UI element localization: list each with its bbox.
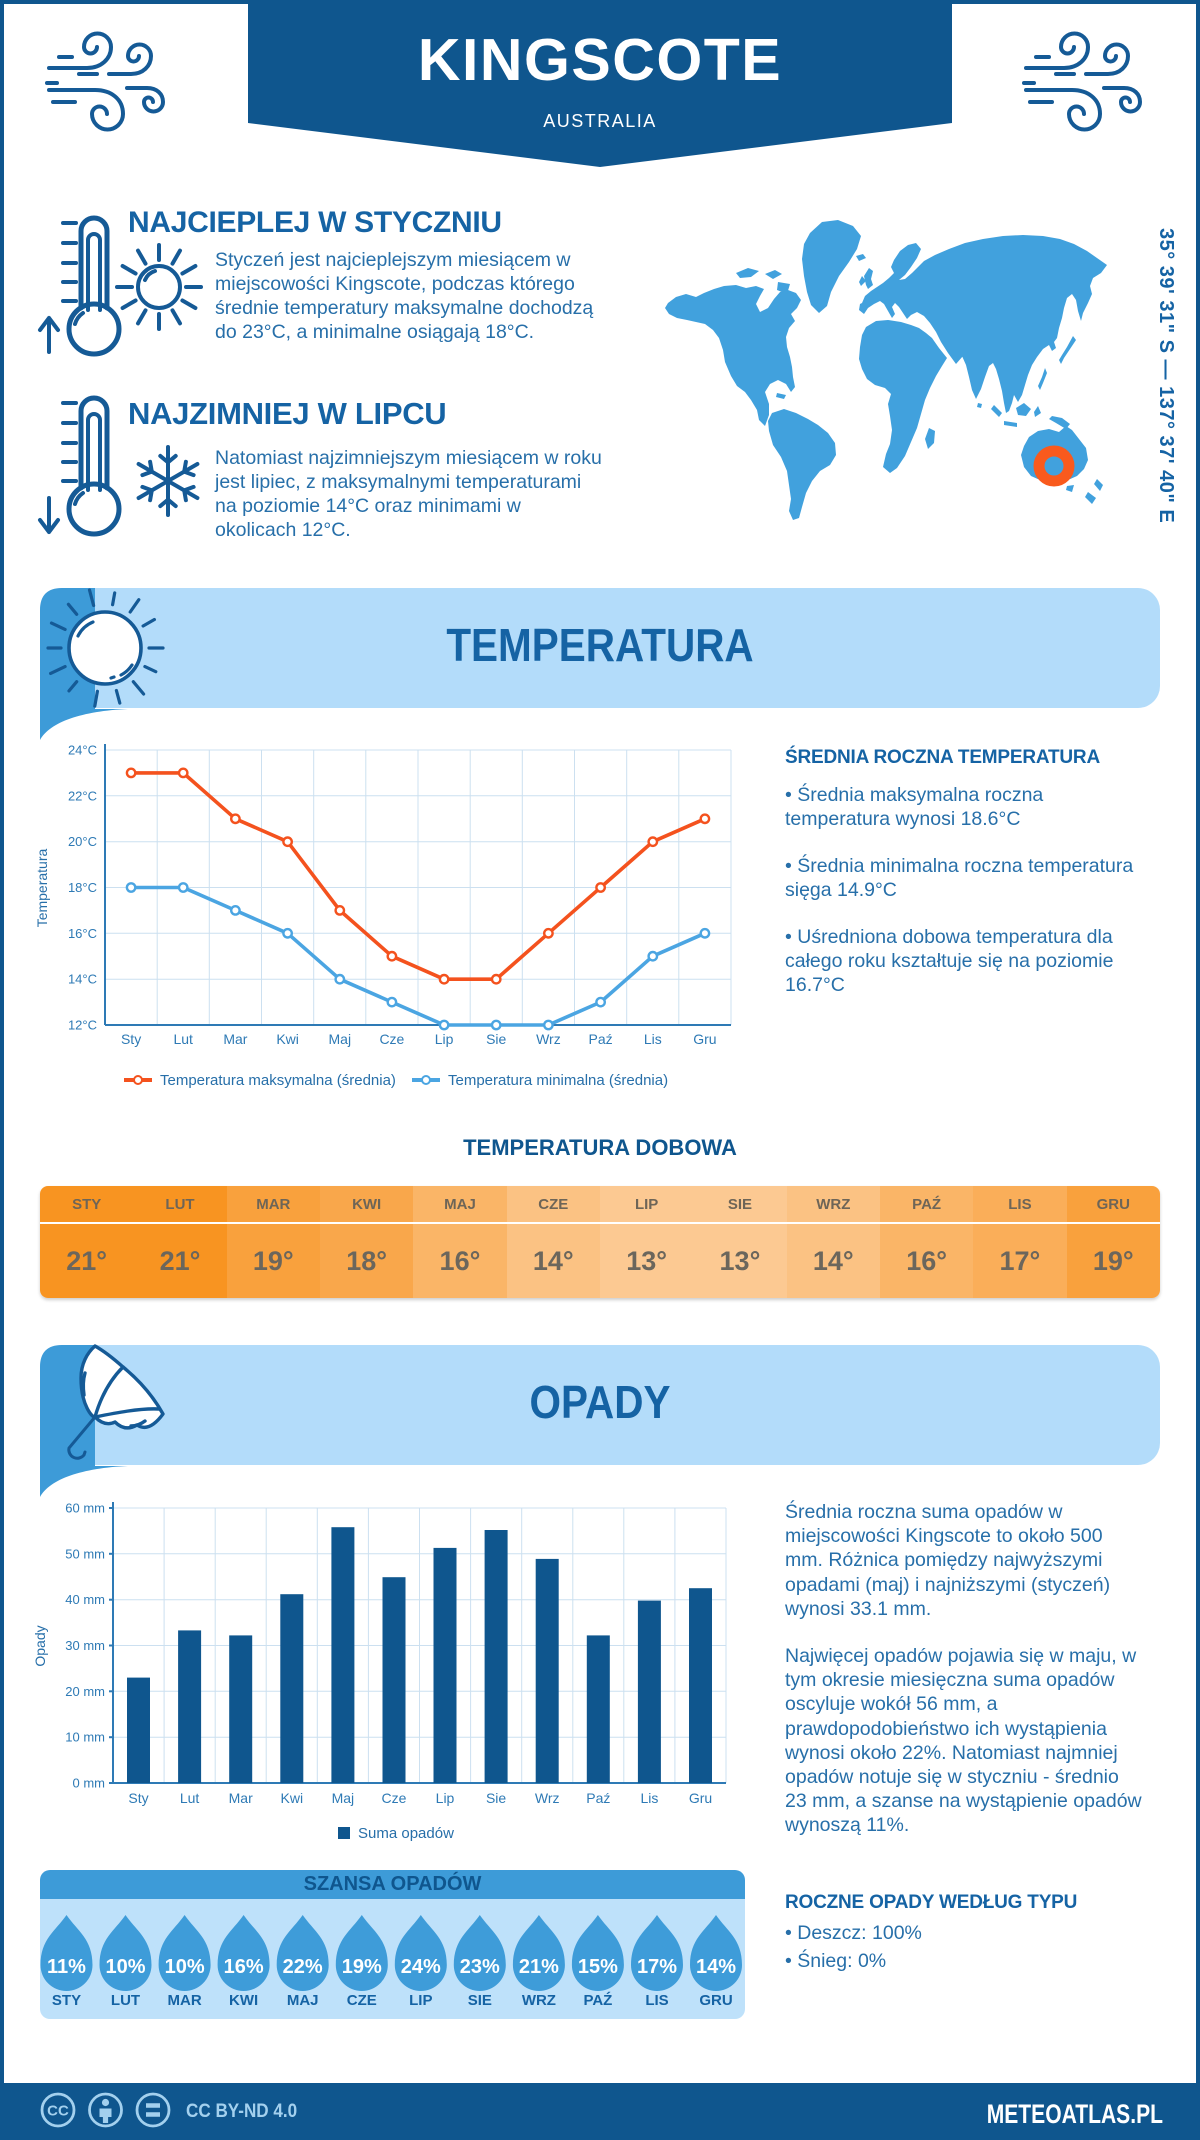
svg-text:10%: 10% [105, 1956, 145, 1978]
svg-text:WRZ: WRZ [522, 1992, 556, 2009]
svg-text:CC: CC [47, 2103, 69, 2120]
svg-text:Temperatura maksymalna (średni: Temperatura maksymalna (średnia) [160, 1072, 396, 1089]
svg-text:Paź: Paź [589, 1031, 613, 1047]
svg-text:Gru: Gru [689, 1790, 712, 1806]
svg-text:Kwi: Kwi [276, 1031, 299, 1047]
svg-text:22°C: 22°C [68, 788, 97, 803]
svg-text:22%: 22% [283, 1956, 323, 1978]
svg-text:Lis: Lis [640, 1790, 658, 1806]
svg-text:Maj: Maj [332, 1790, 355, 1806]
svg-text:Temperatura minimalna (średnia: Temperatura minimalna (średnia) [448, 1072, 668, 1089]
svg-text:0 mm: 0 mm [73, 1776, 106, 1791]
svg-text:MAJ: MAJ [287, 1992, 319, 2009]
svg-text:14%: 14% [696, 1956, 736, 1978]
svg-text:Cze: Cze [382, 1790, 407, 1806]
svg-text:Cze: Cze [379, 1031, 404, 1047]
svg-text:Lut: Lut [180, 1790, 200, 1806]
svg-text:Mar: Mar [229, 1790, 253, 1806]
svg-text:MAR: MAR [168, 1992, 202, 2009]
svg-text:30 mm: 30 mm [65, 1638, 105, 1653]
svg-text:Paź: Paź [586, 1790, 610, 1806]
svg-text:Sty: Sty [128, 1790, 148, 1806]
svg-text:23%: 23% [460, 1956, 500, 1978]
svg-text:Lut: Lut [173, 1031, 193, 1047]
svg-text:STY: STY [52, 1992, 81, 2009]
svg-text:CZE: CZE [347, 1992, 377, 2009]
svg-text:Suma opadów: Suma opadów [358, 1825, 454, 1842]
svg-text:Lip: Lip [436, 1790, 455, 1806]
svg-text:LIS: LIS [645, 1992, 668, 2009]
svg-text:17%: 17% [637, 1956, 677, 1978]
svg-text:16°C: 16°C [68, 926, 97, 941]
svg-text:16%: 16% [224, 1956, 264, 1978]
svg-text:LIP: LIP [409, 1992, 432, 2009]
svg-text:19%: 19% [342, 1956, 382, 1978]
svg-text:40 mm: 40 mm [65, 1592, 105, 1607]
svg-text:Maj: Maj [329, 1031, 352, 1047]
svg-text:11%: 11% [47, 1956, 86, 1978]
svg-text:12°C: 12°C [68, 1018, 97, 1033]
svg-text:24%: 24% [401, 1956, 441, 1978]
svg-text:14°C: 14°C [68, 972, 97, 987]
svg-text:20°C: 20°C [68, 834, 97, 849]
svg-text:KWI: KWI [229, 1992, 258, 2009]
svg-text:50 mm: 50 mm [65, 1546, 105, 1561]
svg-text:Sie: Sie [486, 1031, 506, 1047]
svg-text:Temperatura: Temperatura [34, 848, 50, 927]
svg-text:GRU: GRU [699, 1992, 732, 2009]
svg-text:10%: 10% [165, 1956, 205, 1978]
svg-text:Wrz: Wrz [536, 1031, 561, 1047]
svg-text:Mar: Mar [223, 1031, 247, 1047]
svg-text:Gru: Gru [693, 1031, 716, 1047]
svg-text:18°C: 18°C [68, 880, 97, 895]
svg-text:Opady: Opady [32, 1625, 48, 1666]
svg-text:Lip: Lip [435, 1031, 454, 1047]
svg-text:60 mm: 60 mm [65, 1501, 105, 1516]
svg-text:LUT: LUT [111, 1992, 140, 2009]
svg-text:Sie: Sie [486, 1790, 506, 1806]
svg-text:Sty: Sty [121, 1031, 141, 1047]
svg-text:20 mm: 20 mm [65, 1684, 105, 1699]
svg-text:Wrz: Wrz [535, 1790, 560, 1806]
svg-text:24°C: 24°C [68, 743, 97, 758]
svg-text:PAŹ: PAŹ [583, 1992, 612, 2009]
svg-text:Kwi: Kwi [281, 1790, 304, 1806]
svg-text:SIE: SIE [468, 1992, 492, 2009]
svg-text:Lis: Lis [644, 1031, 662, 1047]
svg-text:15%: 15% [578, 1956, 618, 1978]
svg-text:10 mm: 10 mm [65, 1730, 105, 1745]
svg-text:21%: 21% [519, 1956, 559, 1978]
